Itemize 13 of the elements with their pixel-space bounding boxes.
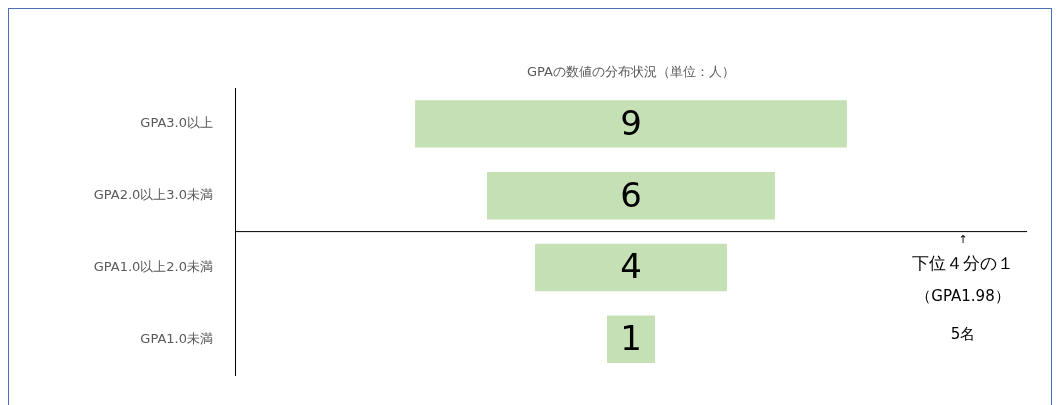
data-label: 6	[620, 174, 642, 215]
data-label: 1	[620, 318, 642, 359]
data-label: 4	[620, 246, 642, 287]
data-label: 9	[620, 102, 642, 143]
text: GPAの数値の分布状況（単位：人）	[527, 64, 735, 80]
text: 5名	[950, 325, 976, 344]
text: （GPA1.98）	[916, 287, 1010, 306]
category-label: GPA1.0未満	[140, 330, 213, 346]
text: ↑	[958, 233, 968, 247]
category-label: GPA2.0以上3.0未満	[93, 187, 213, 203]
category-label: GPA1.0以上2.0未満	[93, 258, 213, 274]
text: 下位４分の１	[912, 253, 1014, 274]
category-label: GPA3.0以上	[140, 115, 213, 131]
